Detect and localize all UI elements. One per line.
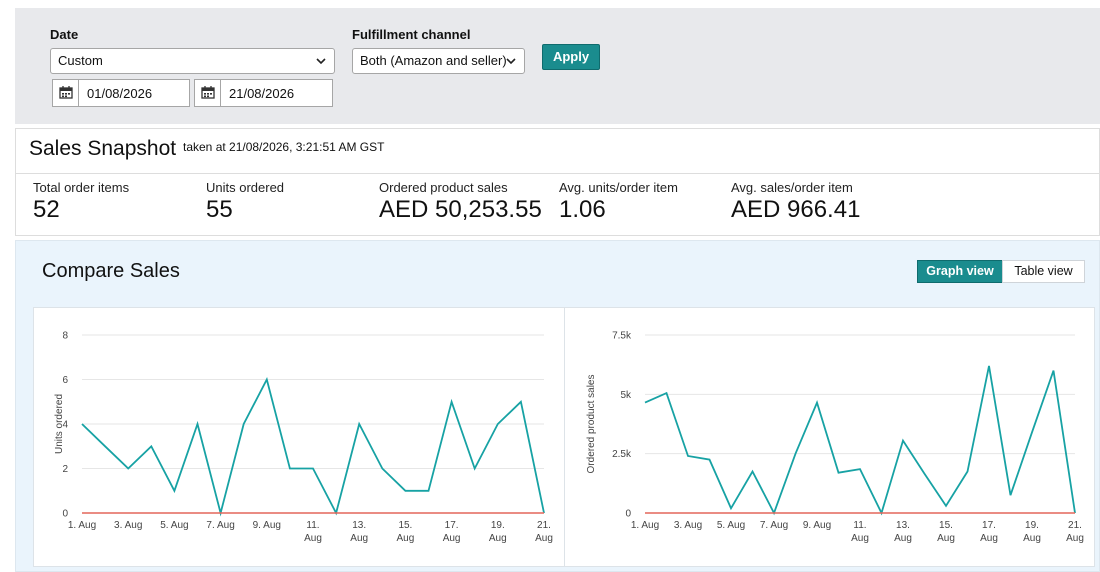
fulfillment-label: Fulfillment channel [352,27,471,42]
x-tick-label: Aug [980,533,998,544]
metric-value: AED 50,253.55 [379,196,542,223]
snapshot-timestamp: taken at 21/08/2026, 3:21:51 AM GST [183,140,385,154]
x-tick-label: Aug [489,533,507,544]
x-tick-label: Aug [304,533,322,544]
x-tick-label: Aug [894,533,912,544]
compare-sales-title: Compare Sales [42,260,180,282]
start-date-field[interactable]: 01/08/2026 [52,79,190,107]
fulfillment-channel-select[interactable]: Both (Amazon and seller) [352,48,525,74]
y-tick-label: 0 [625,509,631,520]
charts-container: 0 2 4 6 8 Units ordered 1. Aug 3. Aug 5. Aug 7. A… [33,307,1095,567]
calendar-icon[interactable] [195,80,221,106]
y-axis-label: Units ordered [54,394,65,454]
metric-ordered-product-sales: Ordered product sales AED 50,253.55 [379,180,542,224]
x-tick-label: 9. Aug [253,520,281,531]
series-line-primary [81,377,545,517]
x-tick-label: 19. [1025,520,1039,531]
date-label: Date [50,27,79,42]
y-tick-label: 2.5k [612,449,632,460]
metric-label: Avg. units/order item [559,180,678,195]
x-tick-label: 13. [352,520,366,531]
metric-total-order-items: Total order items 52 [33,180,129,224]
end-date-value: 21/08/2026 [229,86,295,101]
metric-value: 1.06 [559,196,606,223]
compare-sales-panel: Compare Sales Graph view Table view 0 2 4 6… [15,240,1100,572]
x-tick-label: 3. Aug [114,520,142,531]
x-tick-label: 9. Aug [803,520,831,531]
metric-label: Avg. sales/order item [731,180,853,195]
metric-label: Ordered product sales [379,180,508,195]
y-tick-label: 8 [62,331,68,342]
metric-avg-units-per-order-item: Avg. units/order item 1.06 [559,180,678,224]
apply-button[interactable]: Apply [542,44,600,70]
x-tick-label: 5. Aug [717,520,745,531]
x-tick-label: 5. Aug [160,520,188,531]
start-date-value: 01/08/2026 [87,86,153,101]
series-line-primary [644,365,1076,516]
metric-value: 55 [206,196,233,223]
x-tick-label: 7. Aug [206,520,234,531]
chevron-down-icon [506,58,516,65]
x-tick-label: 3. Aug [674,520,702,531]
chevron-down-icon [316,58,326,65]
x-tick-label: 21. [537,520,551,531]
metric-avg-sales-per-order-item: Avg. sales/order item AED 966.41 [731,180,860,224]
x-tick-label: Aug [397,533,415,544]
y-tick-label: 2 [62,464,68,475]
fulfillment-channel-value: Both (Amazon and seller) [360,53,507,68]
table-view-button[interactable]: Table view [1002,260,1085,283]
snapshot-metrics: Total order items 52 Units ordered 55 Or… [15,174,1100,236]
x-tick-label: Aug [1066,533,1084,544]
x-tick-label: 17. [982,520,996,531]
y-tick-label: 0 [62,509,68,520]
x-tick-label: Aug [535,533,553,544]
units-ordered-chart: 0 2 4 6 8 Units ordered 1. Aug 3. Aug 5. Aug 7. A… [54,331,553,545]
x-tick-label: 1. Aug [631,520,659,531]
x-tick-label: Aug [851,533,869,544]
filter-bar: Date Custom 01/08/2026 21/08/2026 Fulfil… [15,8,1100,124]
sales-snapshot-header: Sales Snapshot taken at 21/08/2026, 3:21… [15,128,1100,174]
calendar-icon[interactable] [53,80,79,106]
x-tick-label: 1. Aug [68,520,96,531]
y-tick-label: 7.5k [612,331,632,342]
snapshot-title: Sales Snapshot [29,137,177,160]
date-range-value: Custom [58,53,103,68]
graph-view-button[interactable]: Graph view [917,260,1003,283]
ordered-product-sales-chart: 0 2.5k 5k 7.5k Ordered product sales 1. Aug 3.… [586,331,1084,545]
x-tick-label: 15. [939,520,953,531]
x-tick-label: 11. [306,520,319,531]
x-tick-label: Aug [1023,533,1041,544]
x-tick-label: 17. [445,520,459,531]
y-tick-label: 6 [62,375,68,386]
x-tick-label: 11. [853,520,866,531]
y-tick-label: 5k [620,390,632,401]
end-date-field[interactable]: 21/08/2026 [194,79,333,107]
metric-units-ordered: Units ordered 55 [206,180,284,224]
date-range-select[interactable]: Custom [50,48,335,74]
metric-value: AED 966.41 [731,196,861,223]
x-tick-label: Aug [937,533,955,544]
metric-value: 52 [33,196,60,223]
x-tick-label: 21. [1068,520,1082,531]
x-tick-label: 7. Aug [760,520,788,531]
y-tick-label: 4 [62,420,68,431]
chart-divider [564,308,565,566]
metric-label: Units ordered [206,180,285,195]
metric-label: Total order items [33,180,130,195]
x-tick-label: 15. [398,520,412,531]
x-tick-label: 19. [491,520,505,531]
x-tick-label: Aug [443,533,461,544]
y-axis-label: Ordered product sales [586,375,597,474]
x-tick-label: Aug [350,533,368,544]
x-tick-label: 13. [896,520,910,531]
